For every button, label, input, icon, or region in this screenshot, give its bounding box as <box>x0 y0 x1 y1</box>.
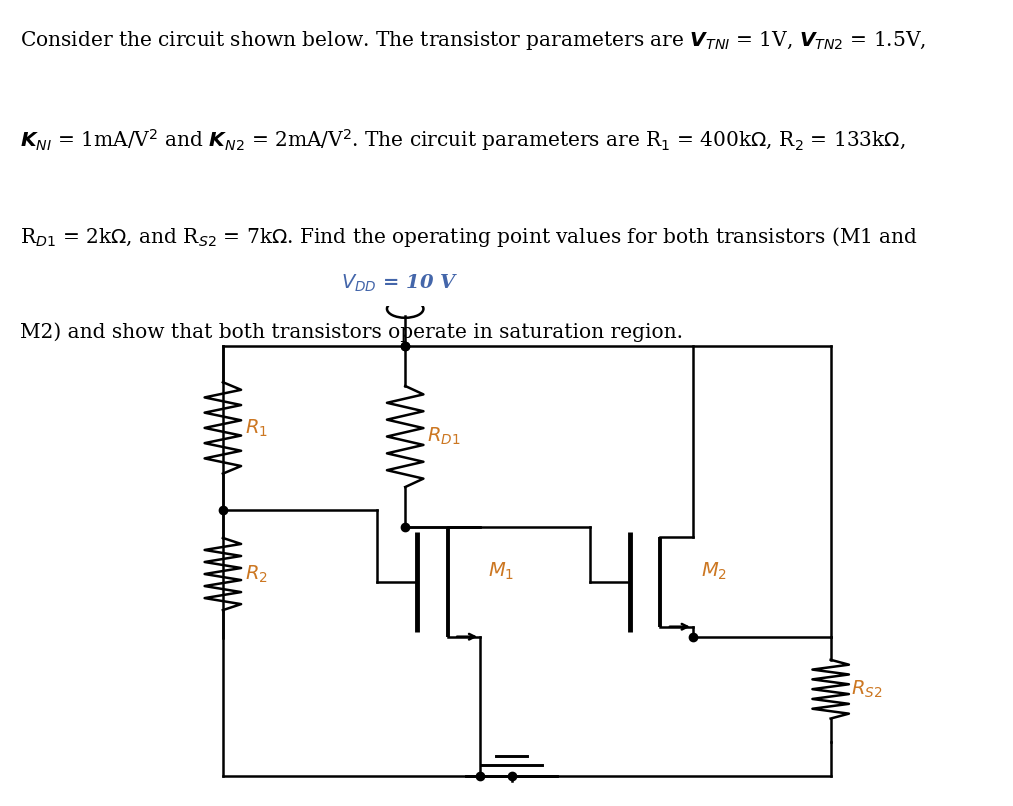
Text: Consider the circuit shown below. The transistor parameters are $\boldsymbol{V}_: Consider the circuit shown below. The tr… <box>20 29 926 52</box>
Text: $V_{DD}$ = 10 V: $V_{DD}$ = 10 V <box>341 272 459 293</box>
Text: M2) and show that both transistors operate in saturation region.: M2) and show that both transistors opera… <box>20 322 683 343</box>
Text: $M_2$: $M_2$ <box>701 561 727 583</box>
Text: $R_1$: $R_1$ <box>245 418 268 438</box>
Text: $R_2$: $R_2$ <box>245 563 268 584</box>
Text: $M_1$: $M_1$ <box>488 561 515 583</box>
Text: $R_{S2}$: $R_{S2}$ <box>851 679 882 700</box>
Text: $R_{D1}$: $R_{D1}$ <box>427 426 461 447</box>
Text: $\boldsymbol{K}_{NI}$ = 1mA/V$^2$ and $\boldsymbol{K}_{N2}$ = 2mA/V$^2$. The cir: $\boldsymbol{K}_{NI}$ = 1mA/V$^2$ and $\… <box>20 127 906 153</box>
Text: R$_{D1}$ = 2k$\Omega$, and R$_{S2}$ = 7k$\Omega$. Find the operating point value: R$_{D1}$ = 2k$\Omega$, and R$_{S2}$ = 7k… <box>20 225 919 249</box>
